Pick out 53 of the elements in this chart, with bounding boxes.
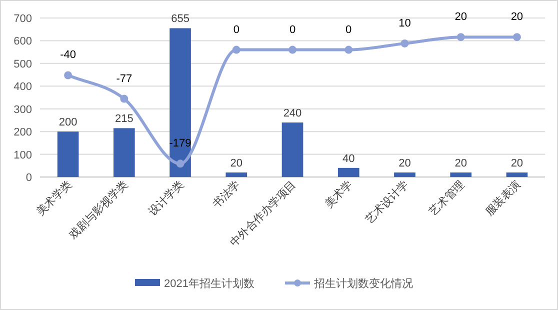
- bar: [506, 172, 528, 177]
- bar: [226, 172, 248, 177]
- data-label: 40: [342, 152, 355, 165]
- data-label: 20: [454, 11, 467, 24]
- y-tick-label: 100: [14, 149, 32, 162]
- x-tick-label: 艺术设计学: [362, 178, 411, 226]
- x-tick-label: 书法学: [210, 178, 243, 210]
- x-tick-label: 美术学类: [34, 178, 74, 218]
- x-tick-label: 艺术管理: [426, 178, 467, 218]
- bar: [450, 172, 472, 177]
- y-tick-label: 0: [26, 172, 32, 184]
- point: [64, 71, 72, 80]
- data-label: 0: [346, 24, 352, 36]
- y-tick-label: 300: [14, 104, 32, 116]
- point: [400, 39, 409, 48]
- point: [232, 46, 240, 54]
- data-label: -40: [60, 49, 76, 62]
- data-label: 655: [171, 13, 190, 26]
- data-label: 20: [454, 157, 467, 170]
- data-label: 240: [283, 107, 302, 120]
- data-label: -179: [169, 138, 192, 150]
- data-label: 215: [114, 113, 134, 126]
- point: [344, 46, 353, 54]
- data-label: 10: [398, 17, 411, 30]
- y-tick-label: 600: [14, 36, 32, 48]
- legend-label: 2021年招生计划数: [164, 277, 254, 290]
- data-label: 20: [510, 11, 524, 24]
- bar: [114, 128, 135, 177]
- point: [176, 160, 184, 168]
- y-tick-label: 400: [14, 81, 32, 94]
- legend-label: 招生计划数变化情况: [313, 277, 413, 290]
- data-label: 20: [398, 157, 411, 170]
- point: [120, 94, 128, 103]
- point: [288, 46, 296, 54]
- y-tick-label: 700: [14, 13, 32, 25]
- data-label: 0: [233, 24, 240, 36]
- bar: [57, 132, 79, 177]
- data-label: 0: [289, 24, 296, 36]
- x-tick-label: 服装表演: [482, 178, 524, 218]
- data-label: 20: [230, 157, 243, 170]
- data-label: 20: [510, 157, 524, 170]
- data-label: 200: [58, 116, 78, 129]
- bar: [170, 28, 191, 177]
- x-tick-label: 设计学类: [146, 178, 186, 218]
- point: [512, 33, 521, 42]
- bar: [338, 168, 360, 177]
- point: [456, 33, 465, 42]
- data-label: -77: [116, 72, 132, 85]
- bar: [282, 122, 304, 177]
- y-tick-label: 500: [14, 58, 32, 70]
- y-tick-label: 200: [14, 126, 32, 139]
- bar: [394, 172, 416, 177]
- x-tick-label: 美术学: [322, 178, 355, 210]
